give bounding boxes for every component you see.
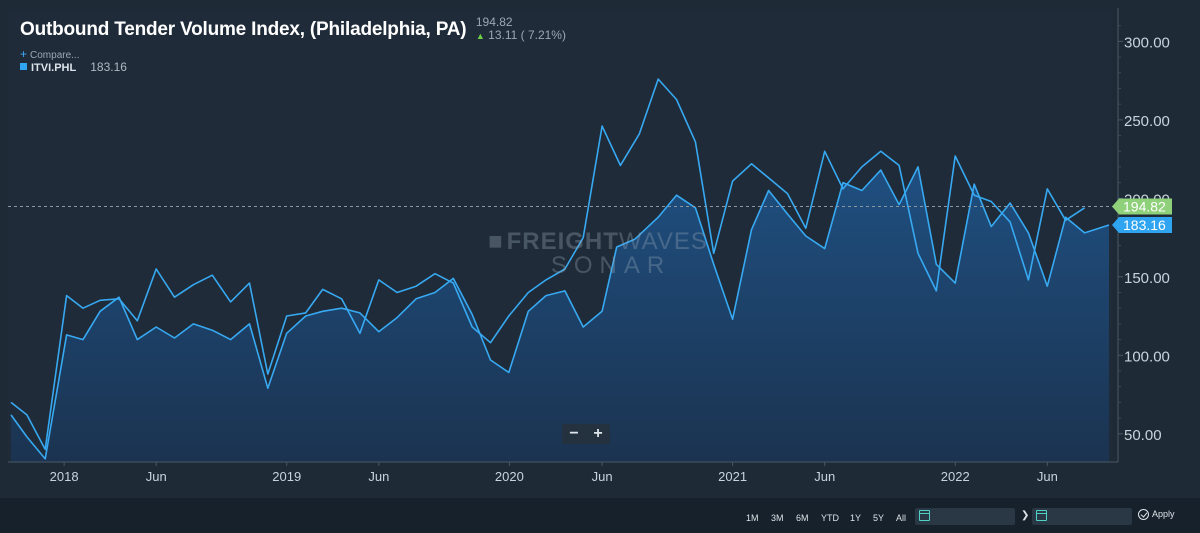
x-tick-label: 2021 <box>718 469 747 484</box>
check-circle-icon <box>1138 509 1149 520</box>
legend-series-name: ITVI.PHL <box>31 62 77 74</box>
calendar-icon <box>1036 510 1047 521</box>
plus-icon: + <box>20 47 28 61</box>
end-date-input[interactable] <box>1032 508 1132 525</box>
change-text: 13.11 ( 7.21%) <box>488 28 566 42</box>
series-value-badge-text: 183.16 <box>1123 217 1166 233</box>
x-tick-label: Jun <box>146 469 167 484</box>
legend-swatch <box>20 63 27 70</box>
x-tick-label: 2019 <box>272 469 301 484</box>
zoom-controls: − + <box>562 424 610 444</box>
y-tick-label: 150.00 <box>1124 270 1170 287</box>
series-area-itvi-phl <box>11 166 1109 462</box>
zoom-out-button[interactable]: − <box>569 425 579 442</box>
range-ytd-button[interactable]: YTD <box>821 513 839 523</box>
apply-label: Apply <box>1152 509 1175 519</box>
compare-button[interactable]: + Compare... <box>20 47 79 61</box>
legend: ITVI.PHL 183.16 <box>20 60 127 74</box>
start-date-input[interactable] <box>915 508 1015 525</box>
chart-title: Outbound Tender Volume Index, (Philadelp… <box>20 18 467 40</box>
change-value: ▲ 13.11 ( 7.21%) <box>476 29 566 43</box>
price-change-box: 194.82 ▲ 13.11 ( 7.21%) <box>476 16 566 43</box>
x-tick-label: Jun <box>368 469 389 484</box>
range-5y-button[interactable]: 5Y <box>873 513 885 523</box>
last-value-badge-shape <box>1112 198 1172 215</box>
y-tick-label: 300.00 <box>1124 34 1170 51</box>
y-tick-label: 100.00 <box>1124 348 1170 365</box>
x-tick-label: Jun <box>1037 469 1058 484</box>
series-line-itvi-phl[interactable] <box>10 166 1110 460</box>
last-value-badge: 194.82 <box>1112 198 1172 215</box>
x-tick-label: 2022 <box>941 469 970 484</box>
last-value: 194.82 <box>475 15 513 29</box>
range-3m-button[interactable]: 3M <box>771 513 784 523</box>
x-tick-label: Jun <box>592 469 613 484</box>
y-tick-label: 50.00 <box>1124 427 1162 444</box>
chart-area[interactable]: 50.00100.00150.00200.00250.00300.002018J… <box>0 0 1200 498</box>
up-arrow-icon: ▲ <box>475 31 485 41</box>
zoom-in-button[interactable]: + <box>593 425 603 442</box>
compare-label: Compare... <box>30 50 80 61</box>
series-value-badge-shape <box>1112 217 1172 234</box>
range-1m-button[interactable]: 1M <box>746 513 759 523</box>
chevron-right-icon: ❯ <box>1021 510 1030 521</box>
chart-header: Outbound Tender Volume Index, (Philadelp… <box>20 16 566 43</box>
range-toolbar: 1M 3M 6M YTD 1Y 5Y All ❯ Apply <box>0 498 1200 533</box>
range-all-button[interactable]: All <box>896 513 907 523</box>
legend-series-value: 183.16 <box>90 60 127 74</box>
apply-button[interactable]: Apply <box>1138 509 1175 520</box>
x-tick-label: Jun <box>814 469 835 484</box>
chart-canvas[interactable]: 50.00100.00150.00200.00250.00300.002018J… <box>0 0 1200 498</box>
range-1y-button[interactable]: 1Y <box>850 513 862 523</box>
range-6m-button[interactable]: 6M <box>796 513 809 523</box>
y-tick-label: 250.00 <box>1124 113 1170 130</box>
last-value-badge-text: 194.82 <box>1123 198 1166 214</box>
x-tick-label: 2020 <box>495 469 524 484</box>
series-value-badge: 183.16 <box>1112 217 1172 234</box>
series-line-compare[interactable] <box>10 78 1086 451</box>
x-tick-label: 2018 <box>50 469 79 484</box>
calendar-icon <box>919 510 930 521</box>
